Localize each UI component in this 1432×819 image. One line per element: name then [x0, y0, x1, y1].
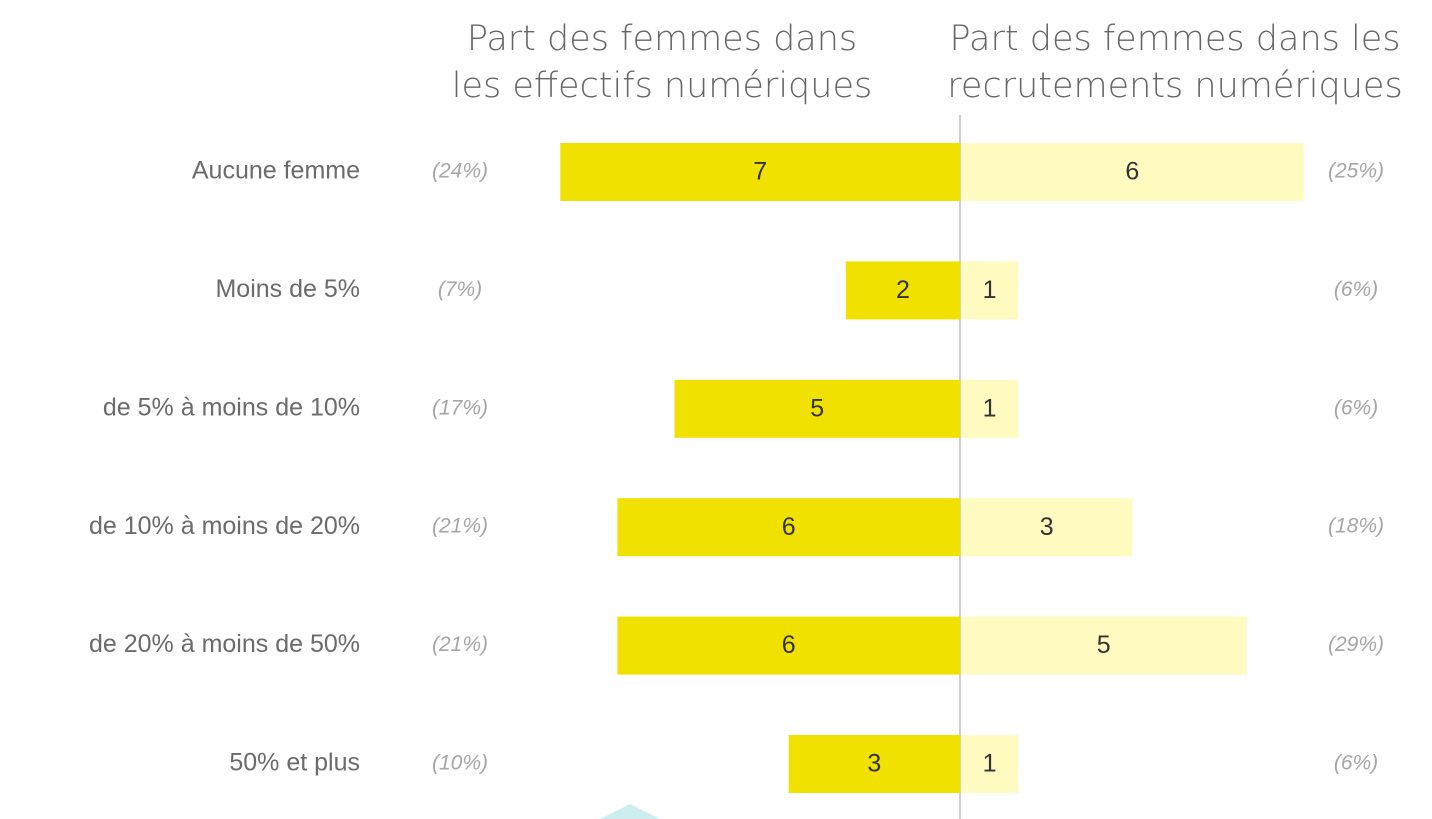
bar-value: 1: [983, 394, 997, 422]
column-title: recrutements numériques: [947, 66, 1402, 106]
category-label: de 10% à moins de 20%: [89, 512, 360, 540]
category-label: Aucune femme: [192, 157, 360, 185]
bar: [788, 735, 960, 793]
bar-value: 6: [782, 631, 796, 659]
bar: [617, 498, 960, 557]
share-label: (21%): [432, 633, 488, 656]
bar-value: 5: [810, 394, 824, 422]
bar-value: 1: [983, 276, 997, 304]
bar: [961, 379, 1019, 438]
share-label: (17%): [432, 396, 488, 419]
share-label: (7%): [438, 278, 482, 301]
share-label: (10%): [432, 752, 488, 775]
bar: [617, 616, 960, 675]
bar-value: 3: [867, 750, 881, 778]
category-label: 50% et plus: [229, 749, 360, 777]
bar-value: 2: [896, 276, 910, 304]
share-label: (6%): [1334, 278, 1378, 301]
share-label: (6%): [1334, 752, 1378, 775]
bar: [674, 379, 960, 438]
bar: [961, 498, 1133, 557]
category-label: Moins de 5%: [215, 275, 360, 303]
bar: [845, 261, 960, 320]
column-title: Part des femmes dans les: [950, 19, 1401, 59]
bar: [961, 143, 1304, 201]
bar: [961, 616, 1247, 675]
share-label: (6%): [1334, 396, 1378, 419]
bar-value: 6: [1125, 158, 1139, 186]
bar: [961, 735, 1019, 793]
share-label: (29%): [1328, 633, 1384, 656]
bar-value: 3: [1040, 513, 1054, 541]
column-title: Part des femmes dans: [467, 19, 857, 59]
bar-value: 1: [983, 750, 997, 778]
bar: [961, 261, 1019, 320]
column-title: les effectifs numériques: [452, 66, 872, 106]
share-label: (18%): [1328, 515, 1384, 538]
category-label: de 5% à moins de 10%: [103, 393, 360, 421]
bar-value: 5: [1097, 631, 1111, 659]
bar: [560, 143, 960, 201]
category-label: de 20% à moins de 50%: [89, 630, 360, 658]
share-label: (21%): [432, 515, 488, 538]
share-label: (25%): [1328, 160, 1384, 183]
share-label: (24%): [432, 160, 488, 183]
bar-value: 6: [782, 513, 796, 541]
decoration: [600, 804, 660, 819]
bar-value: 7: [753, 158, 767, 186]
